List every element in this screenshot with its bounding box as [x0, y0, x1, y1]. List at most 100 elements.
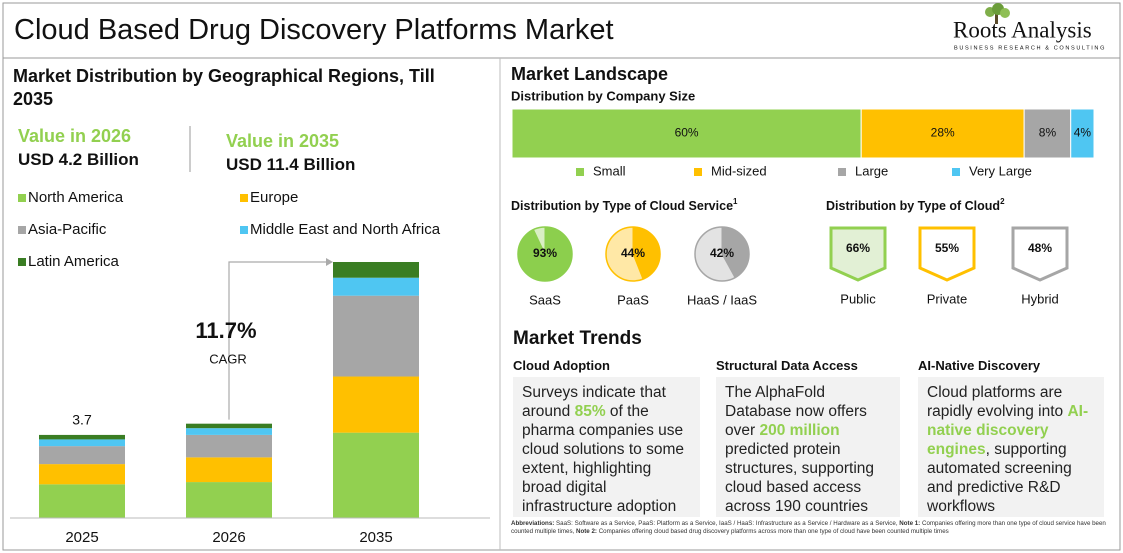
- footnote: Abbreviations: SaaS: Software as a Servi…: [511, 520, 1117, 537]
- pie-label: HaaS / IaaS: [687, 292, 757, 307]
- badge-label: Public: [840, 291, 876, 306]
- bar-segment: [39, 484, 125, 518]
- legend-swatch: [838, 168, 846, 176]
- badge: [918, 226, 976, 282]
- value-label: Value in 2035: [226, 131, 340, 151]
- chart-title-text: Distribution by Type of Cloud Service: [511, 199, 733, 213]
- card-body: Surveys indicate that around 85% of the …: [513, 377, 700, 517]
- bar-segment: [1023, 108, 1072, 159]
- legend-label: Large: [855, 163, 888, 178]
- bar-segment: [333, 262, 419, 278]
- body-text: Cloud platforms are rapidly evolving int…: [927, 384, 1068, 420]
- legend-label: Europe: [250, 189, 298, 206]
- legend-label: Mid-sized: [711, 163, 767, 178]
- bar-segment: [333, 376, 419, 433]
- body-text: , supporting automated screening and pre…: [927, 441, 1072, 515]
- logo-text: Roots Analysis: [953, 17, 1092, 42]
- bar-segment: [333, 277, 419, 296]
- bar-segment: [39, 439, 125, 447]
- legend-label: Asia-Pacific: [28, 221, 107, 238]
- title-note: 2: [1000, 197, 1005, 206]
- value-label: 60%: [675, 126, 699, 140]
- highlight-text: 85%: [574, 403, 606, 420]
- pie-slice: [721, 226, 750, 279]
- x-tick-label: 2025: [65, 529, 98, 546]
- legend-label: Middle East and North Africa: [250, 221, 441, 238]
- bar-segment: [39, 464, 125, 485]
- badge-value: 55%: [935, 241, 959, 255]
- x-tick-label: 2035: [359, 529, 392, 546]
- section-title: Market Landscape: [511, 64, 669, 84]
- footnote-text: SaaS: Software as a Service, PaaS: Platf…: [554, 520, 900, 527]
- legend-swatch: [576, 168, 584, 176]
- legend-label: North America: [28, 189, 124, 206]
- bar-segment: [333, 295, 419, 377]
- card-body: Cloud platforms are rapidly evolving int…: [918, 377, 1104, 517]
- bar-segment: [186, 423, 272, 429]
- badge: [829, 226, 887, 282]
- badge-label: Hybrid: [1021, 291, 1059, 306]
- card-heading: Structural Data Access: [716, 358, 858, 373]
- legend-swatch: [18, 194, 26, 202]
- bar-segment: [39, 434, 125, 440]
- value-label: 4%: [1074, 126, 1092, 140]
- legend-swatch: [952, 168, 960, 176]
- section-title: Market Trends: [513, 328, 642, 349]
- body-text: predicted protein structures, supporting…: [725, 441, 875, 515]
- footnote-text: Companies offering cloud based drug disc…: [596, 528, 949, 536]
- cagr-value: 11.7%: [195, 318, 256, 343]
- bar-segment: [186, 457, 272, 483]
- legend-label: Latin America: [28, 253, 120, 270]
- body-text: The AlphaFold Database now offers over: [725, 384, 867, 439]
- cagr-label: CAGR: [209, 351, 247, 366]
- panel-title: Market Distribution by Geographical Regi…: [13, 66, 435, 109]
- value-amount: USD 4.2 Billion: [18, 150, 139, 169]
- legend-label: Very Large: [969, 163, 1032, 178]
- bar-segment: [186, 482, 272, 518]
- value-label: Value in 2026: [18, 126, 132, 146]
- x-tick-label: 2026: [212, 529, 245, 546]
- bar-segment: [39, 446, 125, 465]
- body-text: of the pharma companies use cloud soluti…: [522, 403, 684, 515]
- cagr-arrow: [228, 261, 326, 420]
- legend-swatch: [240, 194, 248, 202]
- legend-label: Small: [593, 163, 626, 178]
- legend-swatch: [240, 226, 248, 234]
- footnote-text: Companies offering more than one type of…: [511, 520, 1106, 536]
- chart-title: Distribution by Company Size: [511, 88, 695, 103]
- bar-segment: [186, 434, 272, 458]
- badge-value: 66%: [846, 241, 870, 255]
- badge-value: 48%: [1028, 241, 1052, 255]
- badge-label: Private: [927, 291, 967, 306]
- value-label: 8%: [1039, 126, 1057, 140]
- logo-tagline: BUSINESS RESEARCH & CONSULTING: [954, 45, 1106, 51]
- pie-slice: [517, 226, 573, 282]
- highlight-text: 200 million: [759, 422, 840, 439]
- pie-value: 93%: [533, 246, 557, 260]
- value-label: 28%: [931, 126, 955, 140]
- card-heading: Cloud Adoption: [513, 358, 610, 373]
- pie-value: 42%: [710, 246, 734, 260]
- pie-slice: [632, 226, 661, 280]
- logo-icon: [985, 3, 1010, 24]
- pie-label: SaaS: [529, 292, 561, 307]
- footnote-text: Abbreviations:: [511, 520, 555, 527]
- cagr-arrowhead: [326, 258, 333, 266]
- body-text: Surveys indicate that around: [522, 384, 666, 420]
- bar-segment: [1070, 108, 1095, 159]
- legend-swatch: [18, 226, 26, 234]
- total-label: 3.7: [72, 412, 92, 428]
- value-amount: USD 11.4 Billion: [226, 155, 356, 174]
- legend-swatch: [18, 258, 26, 266]
- card-heading: AI-Native Discovery: [918, 358, 1041, 373]
- card-body: The AlphaFold Database now offers over 2…: [716, 377, 900, 517]
- bar-segment: [186, 428, 272, 435]
- highlight-text: AI-native discovery engines: [927, 403, 1089, 458]
- pie-value: 44%: [621, 246, 645, 260]
- pie-label: PaaS: [617, 292, 649, 307]
- chart-title-text: Distribution by Type of Cloud: [826, 199, 1000, 213]
- bar-segment: [860, 108, 1025, 159]
